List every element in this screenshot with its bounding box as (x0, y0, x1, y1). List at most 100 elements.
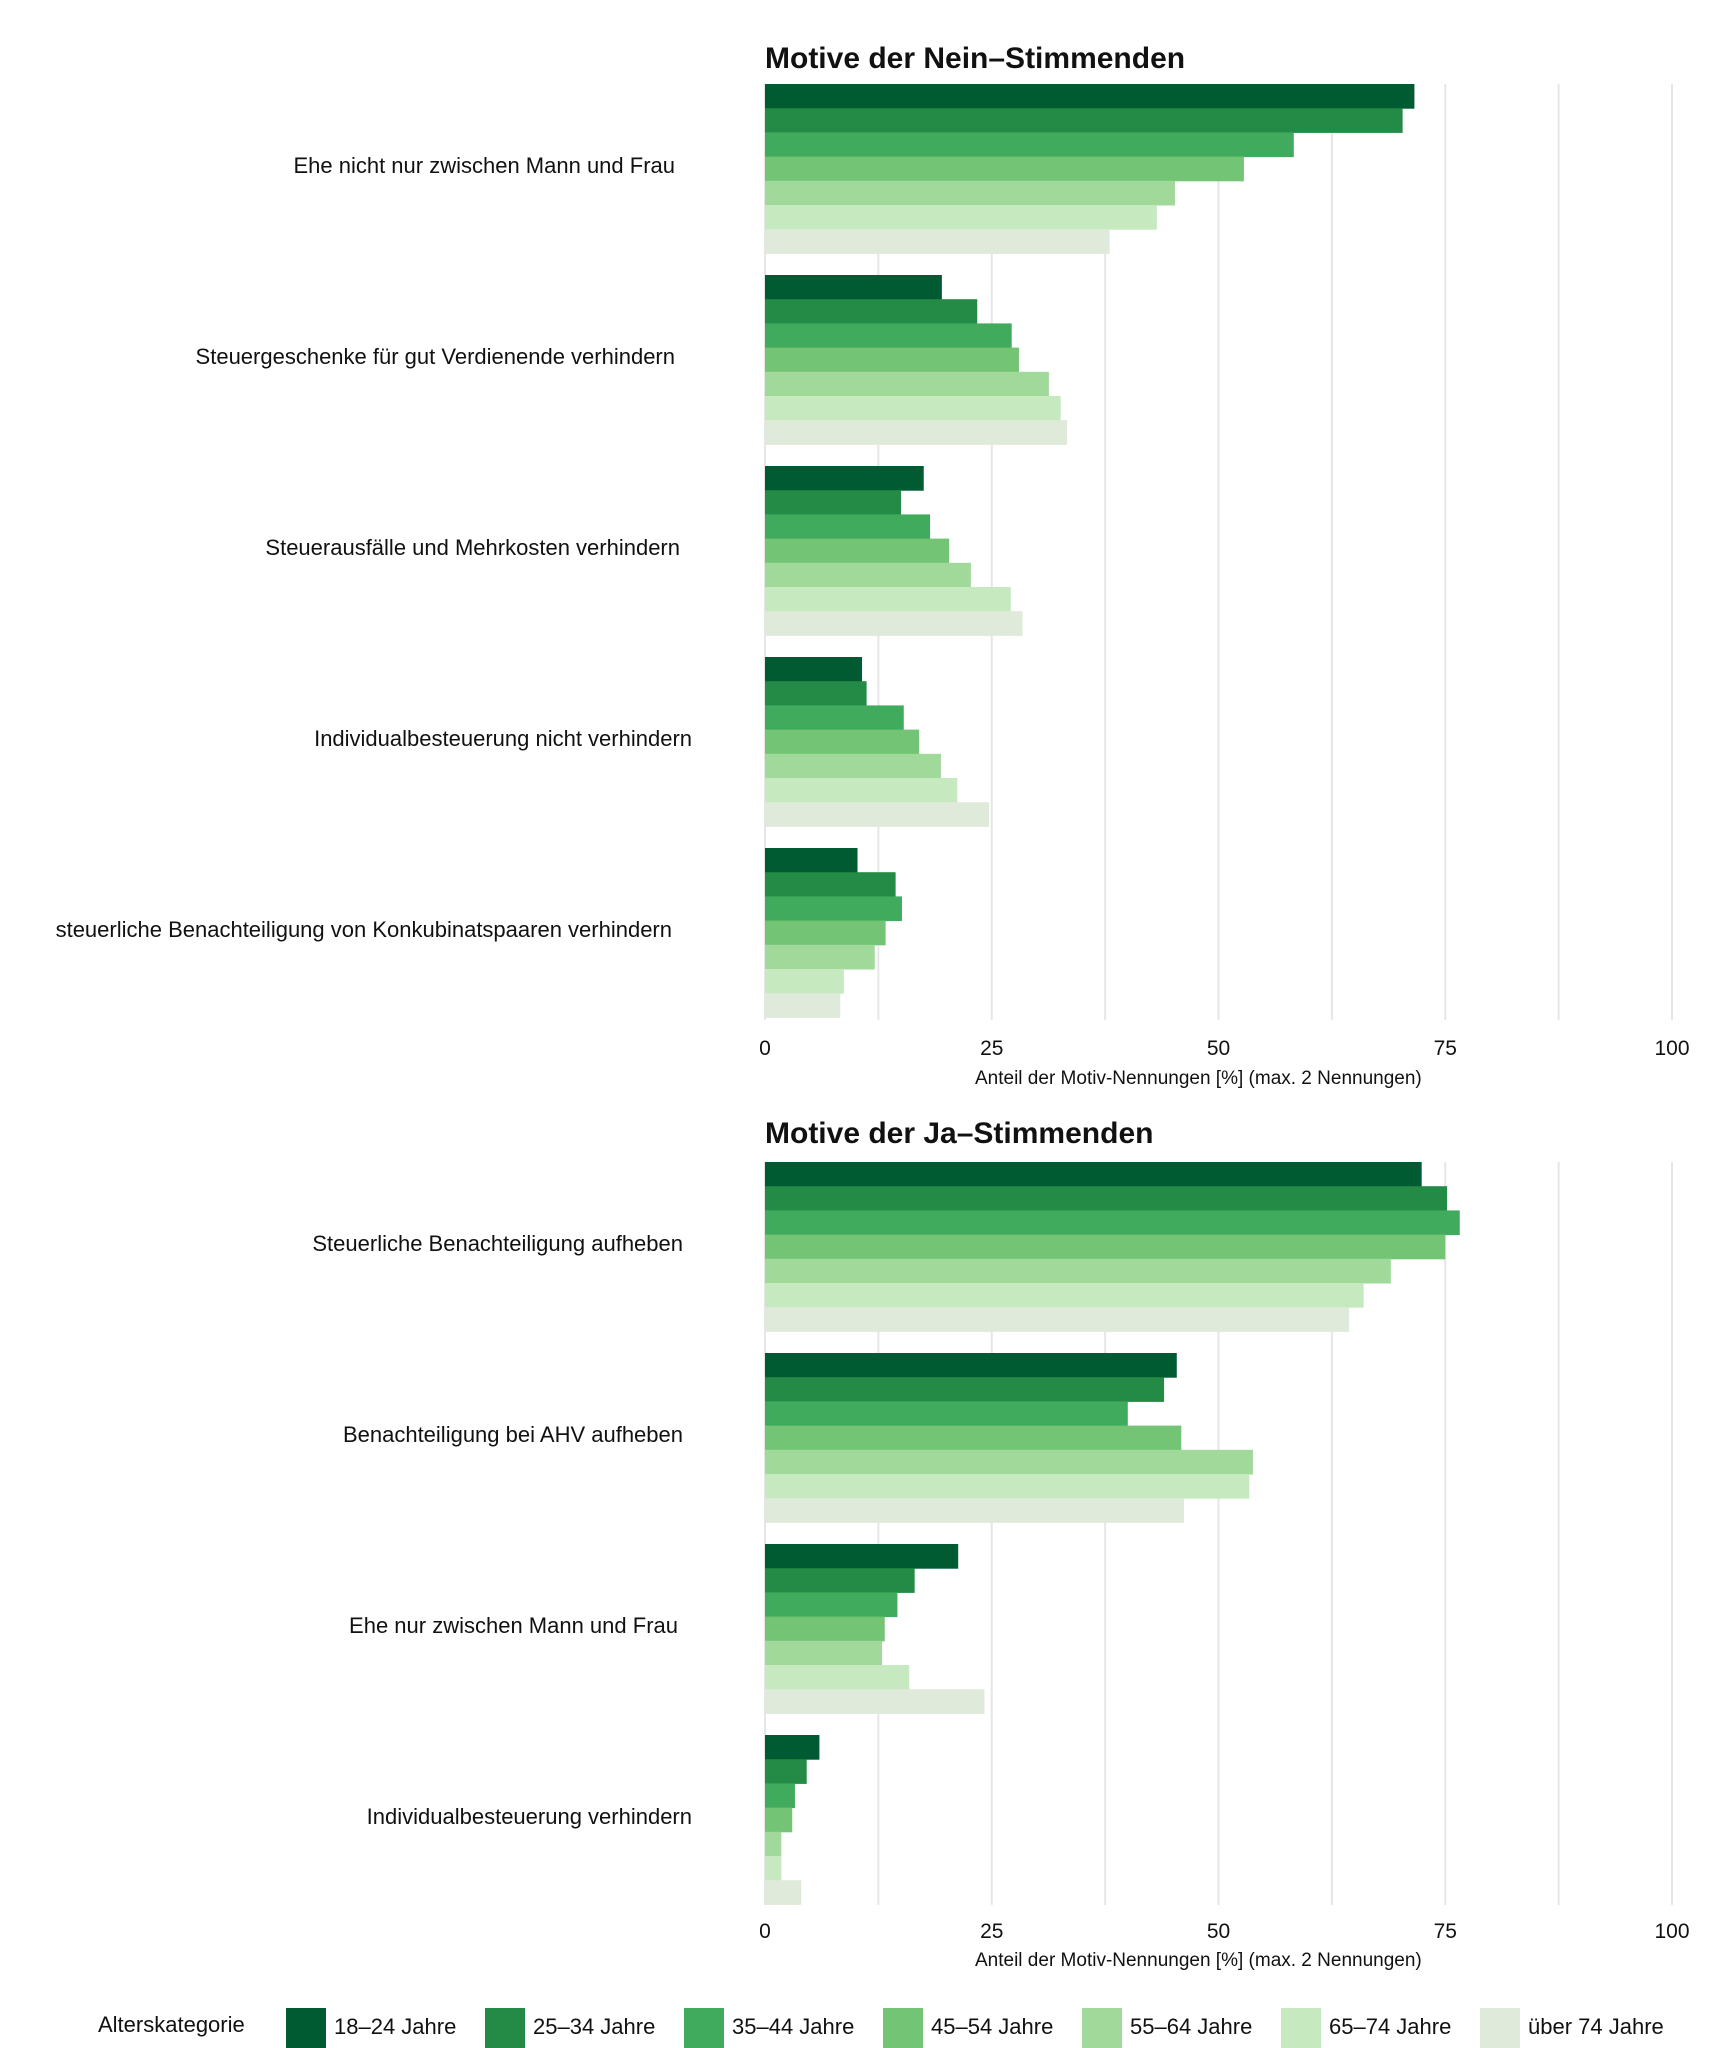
bar (765, 562, 971, 588)
bar (765, 802, 990, 827)
category-label: Ehe nur zwischen Mann und Frau (349, 1612, 678, 1638)
bar (765, 1735, 820, 1760)
bar (765, 1592, 898, 1618)
bar (765, 1616, 885, 1642)
category-label: Ehe nicht nur zwischen Mann und Frau (293, 152, 675, 178)
bar (765, 969, 844, 994)
x-tick-label: 50 (1206, 1920, 1231, 1943)
category-label: Steuerliche Benachteiligung aufheben (312, 1230, 683, 1256)
bar (765, 299, 978, 324)
bar (765, 1162, 1422, 1187)
bar (765, 347, 1019, 373)
chart-nein: Motive der Nein–Stimmenden Anteil der Mo… (55, 42, 1690, 1089)
chart-title: Motive der Nein–Stimmenden (765, 42, 1186, 75)
bar (765, 466, 924, 491)
legend-swatch (485, 2008, 525, 2048)
legend-swatch (684, 2008, 724, 2048)
bar (765, 205, 1157, 230)
chart-ja: Motive der Ja–Stimmenden Anteil der Moti… (0, 1075, 1715, 1995)
bar (765, 1307, 1350, 1332)
legend-swatch (1480, 2008, 1520, 2048)
category-label: Steuerausfälle und Mehrkosten verhindern (265, 534, 680, 560)
bar (765, 1665, 910, 1690)
bar (765, 1544, 959, 1569)
x-tick-label: 50 (1206, 1037, 1231, 1060)
bar (765, 275, 942, 300)
legend-swatch (1281, 2008, 1321, 2048)
bar (765, 323, 1012, 349)
bar (765, 132, 1294, 158)
x-tick-label: 75 (1433, 1920, 1457, 1943)
legend-label: über 74 Jahre (1528, 2014, 1664, 2039)
bar (765, 705, 904, 731)
bar (765, 1831, 782, 1857)
bar (765, 108, 1403, 133)
bar (765, 514, 931, 540)
bar (765, 848, 858, 873)
bar (765, 1880, 802, 1905)
bar (765, 84, 1415, 109)
legend-label: 65–74 Jahre (1329, 2014, 1452, 2039)
bar (765, 896, 902, 922)
bar (765, 611, 1023, 636)
bar (765, 1498, 1185, 1523)
legend-label: 35–44 Jahre (732, 2014, 855, 2039)
bar (765, 1568, 915, 1593)
bar (765, 156, 1244, 182)
x-tick-label: 25 (980, 1037, 1004, 1060)
x-tick-label: 0 (759, 1920, 771, 1943)
bar (765, 1783, 795, 1809)
legend-label: 18–24 Jahre (334, 2014, 457, 2039)
category-label: Steuergeschenke für gut Verdienende verh… (195, 343, 675, 369)
bar (765, 1689, 985, 1714)
category-label: Benachteiligung bei AHV aufheben (342, 1421, 683, 1447)
legend-title: Alterskategorie (98, 2012, 245, 2037)
legend-label: 45–54 Jahre (931, 2014, 1054, 2039)
bar (765, 1474, 1250, 1499)
bar (765, 920, 886, 946)
bar (765, 420, 1068, 445)
x-axis-label: Anteil der Motiv-Nennungen [%] (max. 2 N… (975, 1950, 1422, 1971)
legend-swatch (883, 2008, 923, 2048)
bar (765, 778, 958, 803)
bar (765, 729, 920, 755)
bar (765, 1759, 807, 1784)
x-tick-label: 0 (759, 1037, 771, 1060)
bar (765, 872, 896, 897)
chart-canvas (764, 84, 1673, 1020)
bar (765, 681, 867, 706)
x-tick-label: 75 (1433, 1037, 1457, 1060)
bar (765, 1186, 1448, 1211)
category-label: Individualbesteuerung verhindern (366, 1803, 692, 1829)
chart-canvas (764, 1162, 1673, 1905)
bar (765, 657, 863, 682)
legend-label: 55–64 Jahre (1130, 2014, 1253, 2039)
category-label: Individualbesteuerung nicht verhindern (314, 725, 692, 751)
bar (765, 180, 1175, 206)
bar (765, 1856, 782, 1881)
bar (765, 371, 1049, 397)
bar (765, 1283, 1364, 1308)
bar (765, 1210, 1460, 1236)
bar (765, 538, 950, 564)
x-tick-label: 25 (980, 1920, 1004, 1943)
bar (765, 1353, 1177, 1378)
category-label: steuerliche Benachteiligung von Konkubin… (55, 916, 672, 942)
bar (765, 490, 902, 515)
x-tick-label: 100 (1654, 1920, 1690, 1943)
bar (765, 1449, 1253, 1475)
chart-title: Motive der Ja–Stimmenden (765, 1117, 1154, 1150)
bar (765, 1401, 1128, 1427)
x-axis-label: Anteil der Motiv-Nennungen [%] (max. 2 N… (975, 1068, 1422, 1089)
bar (765, 229, 1110, 254)
bar (765, 1234, 1446, 1260)
x-tick-label: 100 (1654, 1037, 1690, 1060)
bar (765, 1377, 1165, 1402)
legend: Alterskategorie 18–24 Jahre 25–34 Jahre 35… (0, 2008, 1715, 2048)
bar (765, 993, 841, 1018)
legend-swatch (286, 2008, 326, 2048)
bar (765, 944, 875, 970)
bar (765, 587, 1011, 612)
bar (765, 1640, 883, 1666)
bar (765, 1425, 1182, 1451)
